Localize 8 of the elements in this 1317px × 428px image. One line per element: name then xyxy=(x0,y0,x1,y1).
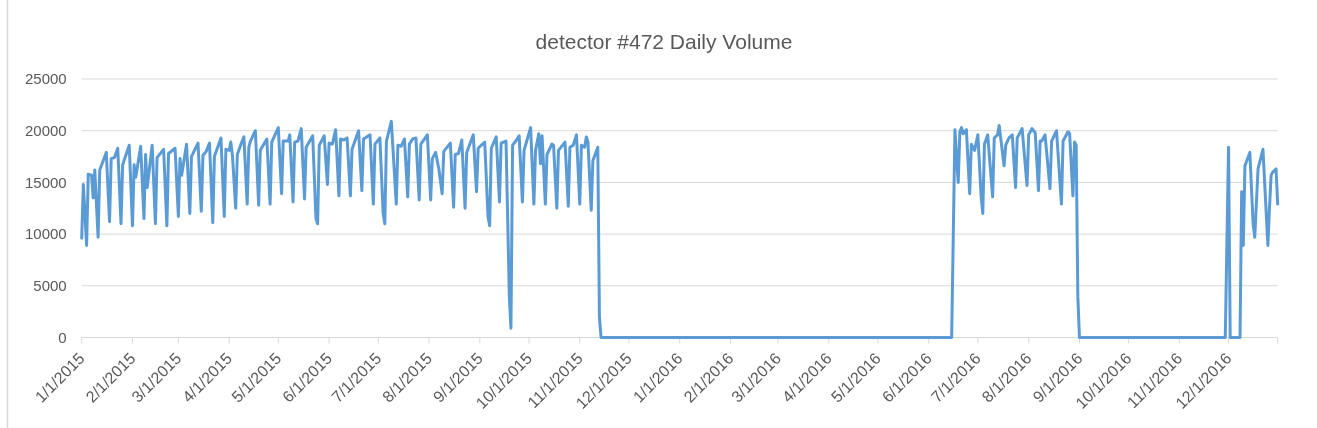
y-tick-label: 20000 xyxy=(24,121,67,139)
y-tick-label: 10000 xyxy=(24,225,67,243)
line-series xyxy=(80,119,1280,339)
chart-title: detector #472 Daily Volume xyxy=(535,30,793,53)
y-tick-label: 0 xyxy=(58,328,67,346)
y-tick-label: 5000 xyxy=(33,277,67,295)
y-tick-label: 15000 xyxy=(24,173,67,191)
y-tick-label: 25000 xyxy=(24,70,67,88)
